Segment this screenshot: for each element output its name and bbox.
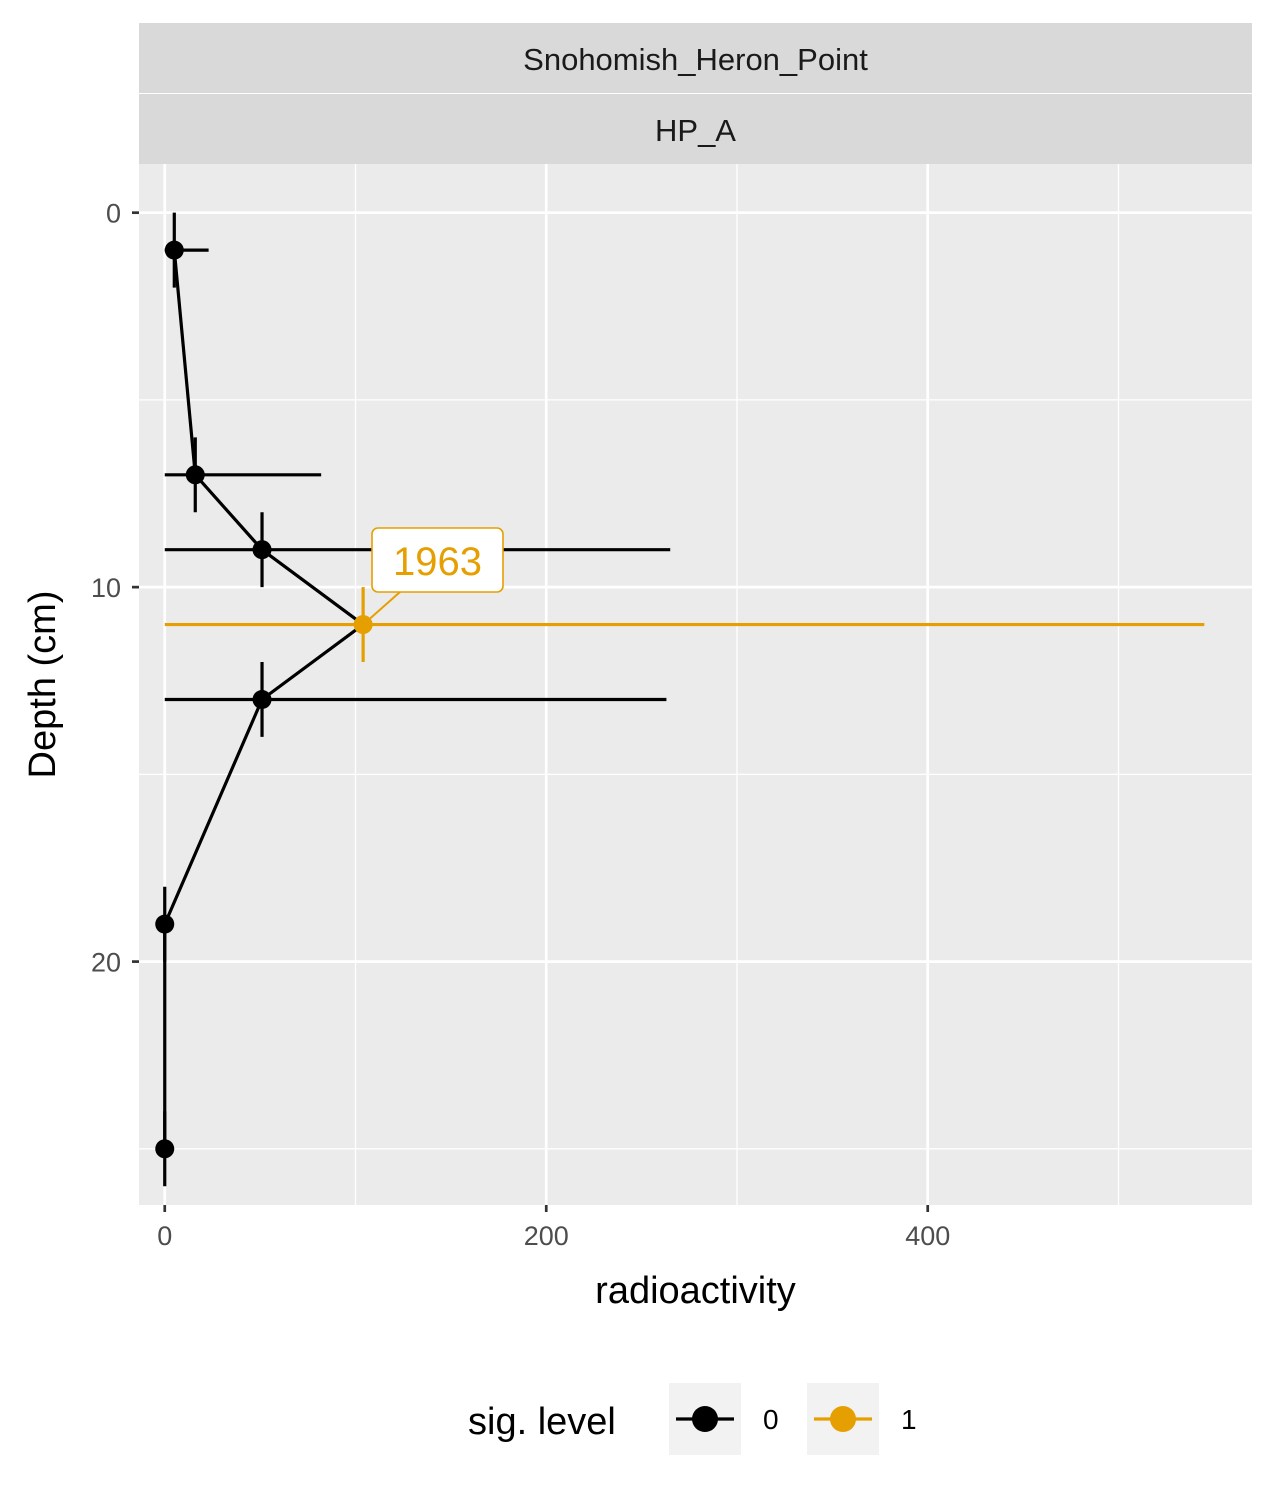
- y-tick-label: 10: [91, 573, 121, 603]
- legend-label: 1: [901, 1404, 917, 1435]
- y-axis: 0 10 20: [91, 199, 139, 978]
- data-point: [155, 1139, 175, 1159]
- annotation-box: [371, 527, 504, 593]
- data-point: [252, 540, 272, 560]
- annotation-label: 1963: [393, 540, 482, 584]
- legend: sig. level 0 1: [468, 1383, 917, 1455]
- legend-label: 0: [763, 1404, 779, 1435]
- data-point: [164, 240, 184, 260]
- legend-key-point: [830, 1406, 856, 1432]
- annotations: 1963: [362, 527, 504, 626]
- plot-panel: [139, 164, 1252, 1205]
- facet-label-core: HP_A: [655, 113, 736, 148]
- data-point: [155, 914, 175, 934]
- facet-strip-bottom: [139, 94, 1252, 164]
- x-tick-label: 200: [524, 1221, 569, 1251]
- x-tick-label: 0: [157, 1221, 172, 1251]
- facet-strips: Snohomish_Heron_Point HP_A: [139, 23, 1252, 164]
- facet-label-site: Snohomish_Heron_Point: [523, 42, 868, 77]
- x-tick-label: 400: [905, 1221, 950, 1251]
- y-axis-title: Depth (cm): [22, 591, 64, 779]
- annotation-leader: [362, 591, 401, 626]
- y-tick-label: 0: [106, 199, 121, 229]
- legend-title: sig. level: [468, 1401, 616, 1443]
- data-point: [185, 465, 205, 485]
- x-axis: 0 200 400: [157, 1205, 950, 1251]
- data-point: [252, 689, 272, 709]
- facet-strip-top: [139, 23, 1252, 93]
- y-tick-label: 20: [91, 948, 121, 978]
- x-axis-title: radioactivity: [595, 1270, 796, 1312]
- legend-key-point: [692, 1406, 718, 1432]
